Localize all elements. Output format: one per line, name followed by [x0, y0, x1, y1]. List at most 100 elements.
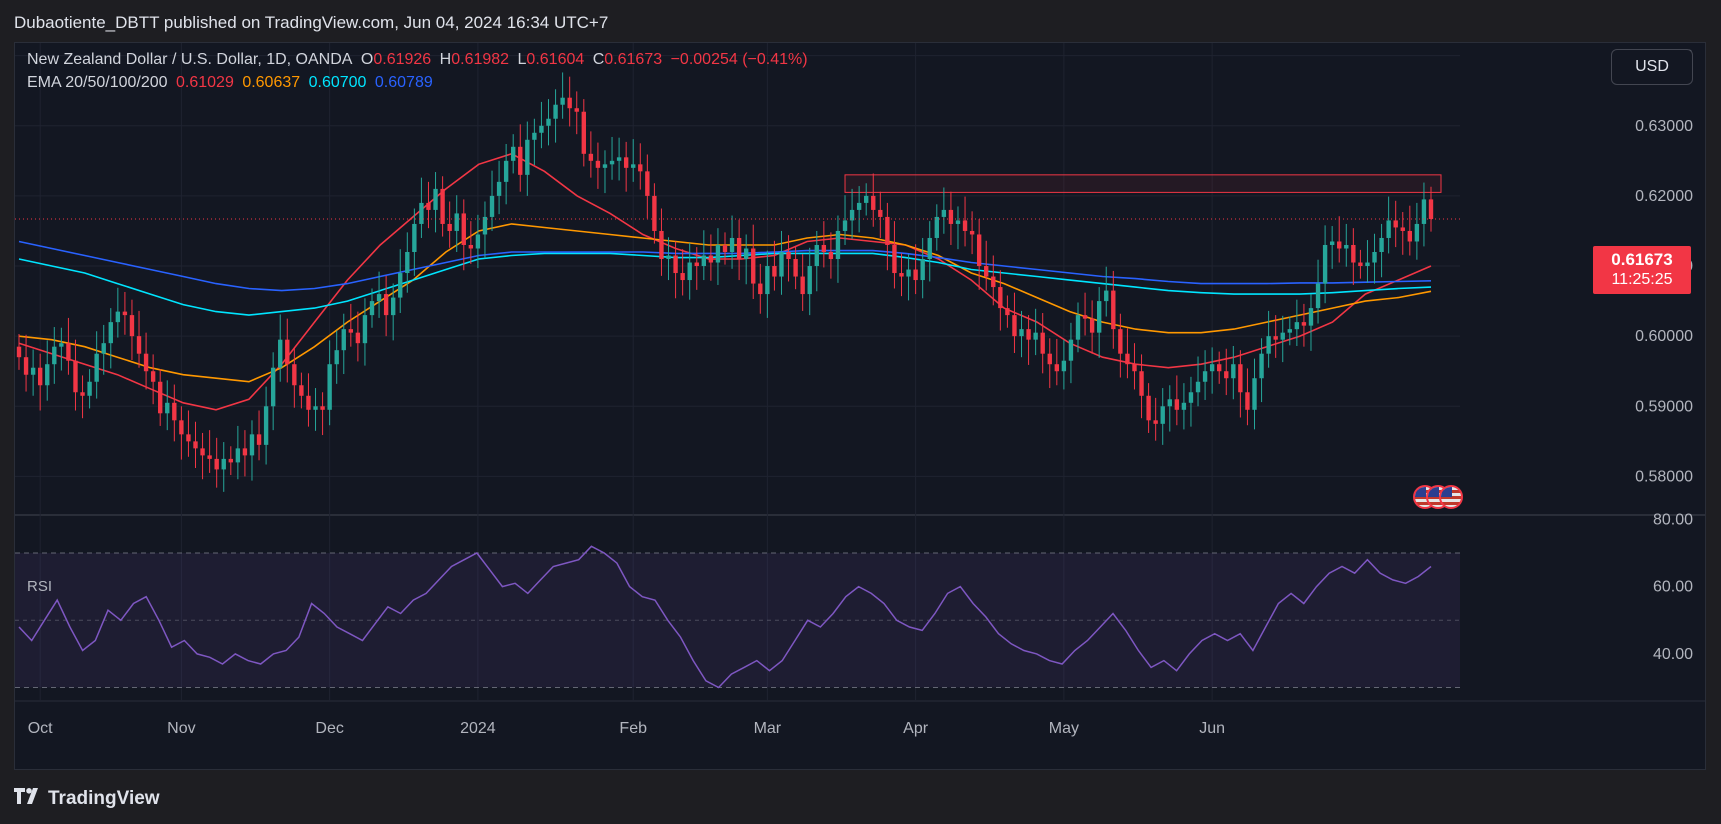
price-tick-label: 0.62000: [1635, 188, 1693, 205]
candle-down: [66, 343, 71, 361]
candle-up: [539, 125, 544, 133]
candle-down: [821, 244, 827, 252]
candle-down: [292, 364, 297, 386]
currency-button[interactable]: USD: [1611, 49, 1693, 85]
candle-up: [1259, 353, 1264, 379]
price-tick-label: 0.58000: [1635, 468, 1693, 485]
ohlc-legend: New Zealand Dollar / U.S. Dollar, 1D, OA…: [27, 49, 812, 71]
candle-up: [249, 434, 255, 456]
candle-up: [1195, 381, 1201, 393]
candle-down: [793, 259, 798, 277]
candle-up: [1379, 237, 1384, 252]
candle-up: [1308, 308, 1314, 326]
candle-up: [313, 406, 318, 410]
candle-up: [362, 315, 368, 344]
candle-down: [1125, 353, 1130, 365]
us-flag-event-icon[interactable]: [1439, 485, 1463, 509]
candle-down: [73, 360, 78, 393]
candle-up: [1167, 399, 1172, 407]
candle-up: [496, 181, 502, 196]
candle-up: [1181, 402, 1187, 410]
candle-down: [694, 262, 699, 267]
candle-down: [1301, 322, 1307, 326]
candle-down: [878, 209, 883, 217]
candle-down: [1012, 315, 1017, 337]
candle-up: [263, 406, 269, 445]
candle-up: [1188, 392, 1194, 403]
candle-down: [948, 209, 954, 224]
candle-down: [1174, 399, 1180, 410]
candle-up: [1344, 244, 1349, 249]
candle-up: [1322, 244, 1328, 284]
candle-up: [108, 322, 113, 344]
candle-up: [1068, 339, 1074, 361]
candle-down: [623, 157, 629, 168]
candle-down: [158, 381, 163, 414]
candle-up: [454, 213, 459, 231]
candle-up: [1033, 332, 1038, 340]
candle-down: [708, 255, 714, 263]
ema-label[interactable]: EMA 20/50/100/200: [27, 74, 168, 91]
candle-up: [1414, 223, 1420, 242]
candle-down: [1393, 220, 1398, 228]
candle-down: [1337, 241, 1342, 249]
time-tick-label: Feb: [619, 720, 647, 737]
candle-up: [1096, 301, 1102, 333]
candle-up: [814, 244, 819, 267]
candle-up: [1287, 329, 1292, 333]
candle-down: [962, 220, 968, 231]
candle-down: [440, 188, 445, 224]
chart-canvas[interactable]: OctNovDec2024FebMarAprMayJun0.640000.630…: [15, 43, 1705, 769]
candle-down: [758, 283, 763, 295]
candle-up: [856, 202, 862, 210]
candle-up: [553, 104, 558, 119]
ema200-value: 0.60789: [374, 74, 433, 91]
candle-up: [906, 269, 911, 277]
candle-up: [221, 458, 226, 470]
candle-down: [786, 251, 791, 260]
ema-legend: EMA 20/50/100/200 0.61029 0.60637 0.6070…: [27, 72, 437, 94]
candle-down: [998, 287, 1003, 309]
candle-down: [1082, 315, 1088, 319]
candle-down: [976, 234, 982, 267]
candle-up: [1372, 251, 1377, 263]
candle-down: [871, 195, 876, 210]
candle-up: [1280, 332, 1285, 340]
candle-down: [1026, 329, 1031, 340]
candle-up: [779, 251, 784, 277]
rsi-tick-label: 40.00: [1653, 646, 1693, 663]
candle-down: [129, 315, 135, 337]
candle-up: [52, 346, 57, 365]
candle-up: [631, 164, 636, 168]
candle-up: [511, 146, 516, 161]
candle-down: [1351, 244, 1356, 263]
candle-down: [1118, 329, 1123, 354]
time-tick-label: Jun: [1199, 720, 1225, 737]
candle-up: [602, 164, 608, 168]
candle-up: [955, 220, 961, 224]
candle-up: [405, 251, 410, 274]
candle-down: [1400, 227, 1405, 231]
candle-down: [37, 367, 43, 386]
candle-up: [503, 160, 509, 182]
candle-down: [991, 276, 996, 288]
tradingview-logo-icon: [14, 786, 42, 812]
candle-down: [652, 195, 657, 231]
candle-up: [1160, 406, 1165, 424]
candle-down: [122, 311, 128, 316]
candle-down: [143, 353, 149, 372]
symbol-name[interactable]: New Zealand Dollar / U.S. Dollar, 1D, OA…: [27, 51, 353, 68]
candle-up: [101, 343, 106, 354]
candle-down: [1358, 262, 1363, 267]
candle-up: [616, 157, 622, 161]
change-value: −0.00254 (−0.41%): [670, 51, 808, 68]
price-tick-label: 0.63000: [1635, 118, 1693, 135]
candle-down: [447, 223, 452, 231]
footer-brand[interactable]: TradingView: [14, 786, 160, 812]
candle-down: [574, 108, 579, 112]
candle-down: [892, 244, 897, 274]
chart-panel[interactable]: OctNovDec2024FebMarAprMayJun0.640000.630…: [14, 42, 1706, 770]
candle-up: [1061, 360, 1067, 372]
candle-down: [645, 171, 650, 196]
close-label: C: [592, 51, 605, 68]
